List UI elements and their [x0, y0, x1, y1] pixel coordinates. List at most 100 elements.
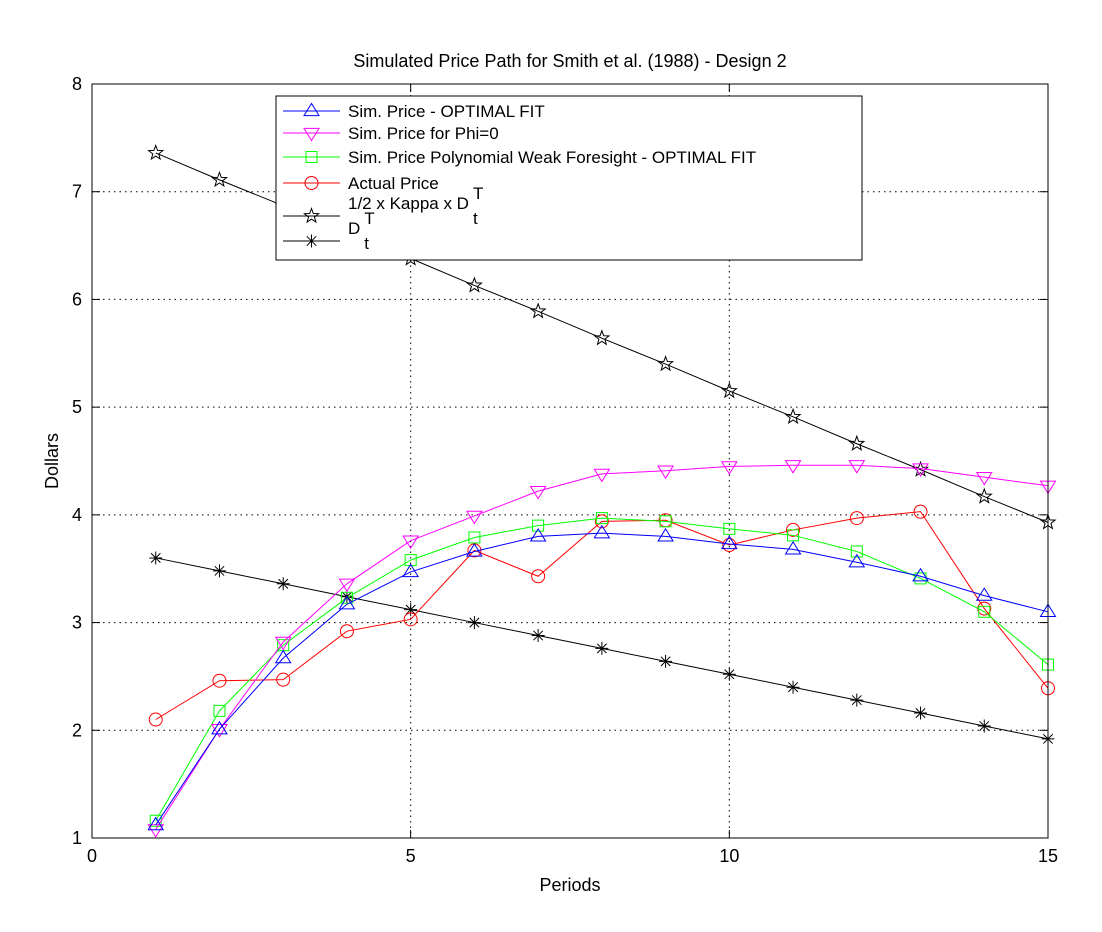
data-point	[467, 616, 481, 630]
data-point	[529, 527, 547, 542]
data-point	[532, 519, 545, 532]
legend: Sim. Price - OPTIMAL FIT Sim. Price for P…	[275, 95, 863, 261]
data-point	[468, 531, 481, 544]
x-tick-label: 15	[1038, 846, 1058, 866]
series-line	[155, 532, 1049, 826]
data-point	[975, 587, 993, 601]
data-point	[402, 535, 420, 550]
chart-title: Simulated Price Path for Smith et al. (1…	[353, 51, 786, 71]
series-5	[149, 551, 1055, 746]
axis-ticks: 0 5 10 15 1 2 3 4 5 6 7 8	[72, 74, 1058, 866]
y-tick-label: 8	[72, 74, 82, 94]
data-point	[212, 564, 226, 578]
data-point	[848, 460, 866, 474]
data-point	[404, 554, 417, 567]
data-point	[722, 667, 736, 681]
legend-marker	[305, 234, 318, 248]
legend-label-subscript: t	[364, 234, 369, 253]
y-tick-label: 3	[72, 613, 82, 633]
y-tick-label: 6	[72, 289, 82, 309]
data-point	[402, 563, 420, 578]
data-point	[211, 720, 228, 735]
data-point	[786, 522, 801, 537]
data-point	[850, 693, 864, 707]
series-line	[155, 517, 1049, 822]
series-group	[147, 143, 1057, 838]
data-point	[784, 407, 802, 425]
legend-label: Sim. Price Polynomial Weak Foresight - O…	[348, 148, 756, 167]
data-point	[786, 680, 800, 694]
legend-marker	[303, 127, 320, 142]
data-point	[784, 460, 802, 474]
y-tick-label: 1	[72, 828, 82, 848]
grid	[92, 84, 1048, 838]
data-point	[213, 704, 226, 717]
data-point	[723, 522, 736, 535]
data-point	[340, 591, 353, 604]
data-point	[722, 538, 737, 553]
data-point	[912, 567, 929, 582]
data-point	[276, 672, 291, 687]
data-point	[975, 472, 993, 486]
data-point	[594, 514, 609, 529]
legend-entry: DTt	[283, 209, 375, 253]
data-point	[912, 463, 929, 477]
data-point	[914, 706, 928, 720]
y-tick-label: 4	[72, 505, 82, 525]
data-point	[975, 487, 993, 504]
series-line	[155, 464, 1049, 830]
data-point	[403, 612, 418, 627]
legend-entry: 1/2 x Kappa x DTt	[283, 184, 483, 228]
y-tick-label: 2	[72, 720, 82, 740]
series-line	[155, 511, 1049, 720]
legend-label: 1/2 x Kappa x D	[348, 194, 469, 213]
data-point	[659, 515, 672, 528]
x-tick-label: 10	[719, 846, 739, 866]
data-point	[274, 649, 292, 664]
data-point	[977, 719, 991, 733]
series-2	[149, 512, 1054, 827]
data-point	[531, 628, 545, 642]
data-point	[784, 540, 802, 555]
data-point	[659, 654, 673, 668]
legend-label-subscript: t	[473, 209, 478, 228]
data-point	[338, 595, 356, 610]
legend-label: Sim. Price for Phi=0	[348, 124, 499, 143]
series-0	[147, 524, 1057, 831]
data-point	[720, 382, 738, 399]
data-point	[465, 276, 483, 293]
data-point	[531, 569, 546, 584]
legend-label: Sim. Price - OPTIMAL FIT	[348, 102, 545, 121]
data-point	[978, 605, 991, 618]
legend-marker	[305, 151, 318, 163]
data-point	[593, 524, 611, 539]
legend-entry: Sim. Price for Phi=0	[283, 124, 499, 143]
data-point	[593, 329, 611, 346]
data-point	[657, 355, 675, 372]
legend-box	[275, 95, 863, 261]
legend-label-superscript: T	[473, 184, 483, 203]
legend-marker	[304, 176, 319, 190]
legend-label-superscript: T	[364, 209, 374, 228]
data-point	[149, 551, 163, 565]
data-point	[657, 465, 674, 480]
legend-label: Actual Price	[348, 174, 439, 193]
data-point	[466, 510, 483, 525]
y-axis-label: Dollars	[42, 433, 62, 489]
data-point	[720, 461, 738, 475]
data-point	[595, 512, 608, 525]
legend-entry: Sim. Price Polynomial Weak Foresight - O…	[283, 148, 756, 167]
data-point	[529, 486, 547, 500]
data-point	[210, 170, 228, 188]
x-tick-label: 5	[406, 846, 416, 866]
data-point	[848, 553, 866, 568]
legend-entry: Actual Price	[283, 174, 439, 193]
legend-marker	[303, 102, 320, 117]
data-point	[276, 577, 290, 591]
data-point	[148, 712, 163, 727]
y-tick-label: 7	[72, 182, 82, 202]
data-point	[913, 504, 928, 519]
data-point	[466, 543, 483, 557]
data-point	[147, 143, 165, 161]
